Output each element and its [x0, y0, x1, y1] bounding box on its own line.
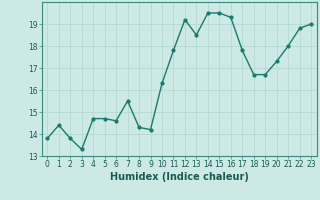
- X-axis label: Humidex (Indice chaleur): Humidex (Indice chaleur): [110, 172, 249, 182]
